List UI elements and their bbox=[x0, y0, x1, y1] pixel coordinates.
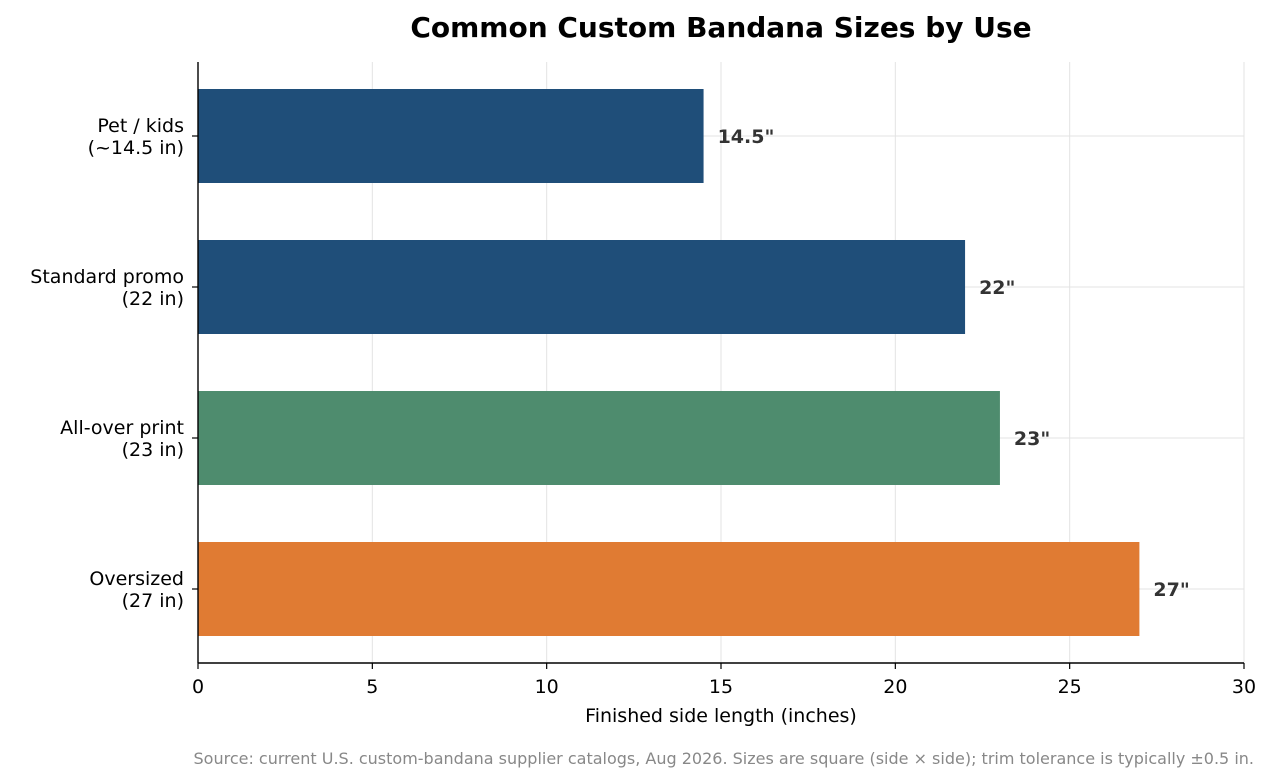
y-tick-label: Standard promo (22 in) bbox=[30, 266, 184, 310]
y-tick-label-line: Standard promo bbox=[30, 266, 184, 288]
bar-layer: 14.5" 22" 23" 27" bbox=[198, 89, 1190, 636]
x-tick-label: 20 bbox=[883, 676, 907, 698]
x-tick-label: 10 bbox=[535, 676, 559, 698]
x-tick-label: 5 bbox=[366, 676, 378, 698]
bar-value-label: 14.5" bbox=[718, 126, 775, 148]
x-axis-label: Finished side length (inches) bbox=[585, 705, 857, 727]
y-tick-label-line: (~14.5 in) bbox=[88, 137, 184, 159]
y-tick-label: Oversized (27 in) bbox=[89, 568, 184, 612]
y-tick-label-line: All-over print bbox=[60, 417, 184, 439]
bar-value-label: 23" bbox=[1014, 428, 1050, 450]
bar-value-label: 27" bbox=[1153, 579, 1189, 601]
y-tick-label: Pet / kids (~14.5 in) bbox=[88, 115, 184, 159]
axis-layer: 0 5 10 15 20 25 30 Pet / kids (~14.5 in) Standard… bbox=[30, 62, 1256, 698]
source-note: Source: current U.S. custom-bandana supp… bbox=[194, 749, 1255, 768]
bar-value-label: 22" bbox=[979, 277, 1015, 299]
x-tick-label: 25 bbox=[1058, 676, 1082, 698]
chart-title: Common Custom Bandana Sizes by Use bbox=[410, 11, 1031, 44]
y-tick-label-line: (22 in) bbox=[122, 288, 184, 310]
bar bbox=[198, 542, 1140, 636]
y-tick-label-line: (23 in) bbox=[122, 439, 184, 461]
bar bbox=[198, 391, 1000, 485]
y-tick-label-line: Pet / kids bbox=[97, 115, 184, 137]
bar bbox=[198, 89, 704, 183]
x-tick-label: 30 bbox=[1232, 676, 1256, 698]
y-tick-label-line: Oversized bbox=[89, 568, 184, 590]
bar bbox=[198, 240, 966, 334]
x-tick-label: 15 bbox=[709, 676, 733, 698]
y-tick-label: All-over print (23 in) bbox=[60, 417, 184, 461]
y-tick-label-line: (27 in) bbox=[122, 590, 184, 612]
x-tick-label: 0 bbox=[192, 676, 204, 698]
